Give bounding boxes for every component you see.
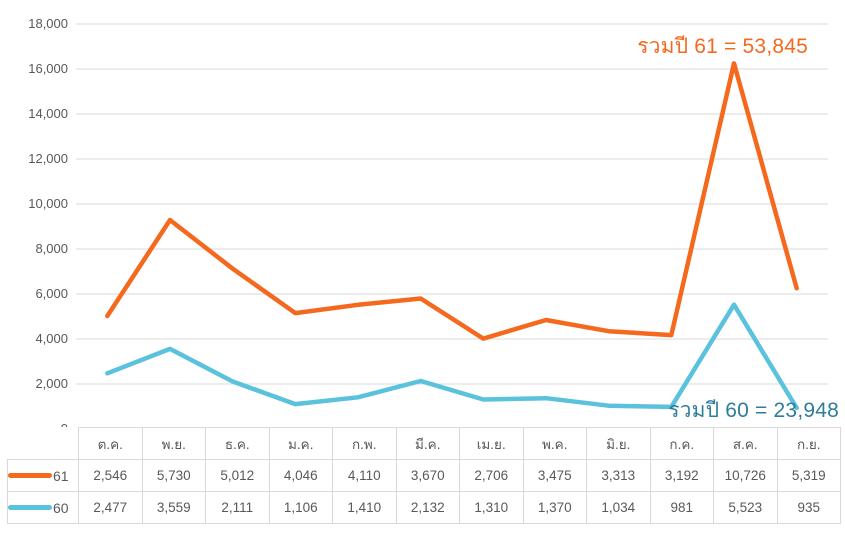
y-axis-tick-label: 10,000 (28, 196, 68, 211)
value-cell: 981 (649, 491, 714, 524)
value-cell: 1,034 (586, 491, 651, 524)
value-cell: 5,523 (713, 491, 778, 524)
month-header-cell: ส.ค. (713, 427, 778, 460)
table-header-row: ต.ค. พ.ย. ธ.ค. ม.ค. ก.พ. มี.ค. เม.ย. พ.ค. มิ.ย. ก… (8, 427, 841, 460)
y-axis-tick-label: 8,000 (35, 241, 68, 256)
month-header-cell: ก.ย. (776, 427, 841, 460)
value-cell: 3,475 (522, 459, 587, 492)
value-cell: 3,670 (395, 459, 460, 492)
value-cell: 4,110 (332, 459, 397, 492)
series-swatch-icon (8, 505, 52, 510)
value-cell: 3,192 (649, 459, 714, 492)
month-header-cell: ก.ค. (649, 427, 714, 460)
month-header-cell: มิ.ย. (586, 427, 651, 460)
value-cell: 2,111 (205, 491, 270, 524)
stacked-line-chart: 02,0004,0006,0008,00010,00012,00014,0001… (28, 16, 839, 436)
series-label: 60 (53, 499, 69, 516)
series-label: 61 (53, 467, 69, 484)
value-cell: 2,132 (395, 491, 460, 524)
value-cell: 935 (776, 491, 841, 524)
y-axis-tick-label: 18,000 (28, 16, 68, 31)
y-axis-tick-label: 12,000 (28, 151, 68, 166)
value-cell: 3,313 (586, 459, 651, 492)
annotation-total-61: รวมปี 61 = 53,845 (637, 35, 808, 58)
value-cell: 2,477 (78, 491, 143, 524)
chart-canvas (76, 23, 828, 430)
value-cell: 4,046 (268, 459, 333, 492)
value-cell: 1,370 (522, 491, 587, 524)
value-cell: 5,319 (776, 459, 841, 492)
month-header-cell: พ.ย. (141, 427, 206, 460)
month-header-cell: ธ.ค. (205, 427, 270, 460)
series-swatch-icon (8, 473, 52, 478)
value-cell: 10,726 (713, 459, 778, 492)
annotation-total-60: รวมปี 60 = 23,948 (668, 399, 839, 422)
value-cell: 2,706 (459, 459, 524, 492)
month-header-cell: ต.ค. (78, 427, 143, 460)
y-axis-tick-label: 16,000 (28, 61, 68, 76)
series-line-60 (105, 302, 799, 411)
y-axis-tick-label: 2,000 (35, 376, 68, 391)
y-axis-tick-label: 6,000 (35, 286, 68, 301)
value-cell: 1,310 (459, 491, 524, 524)
data-table: ต.ค. พ.ย. ธ.ค. ม.ค. ก.พ. มี.ค. เม.ย. พ.ค. มิ.ย. ก… (7, 427, 841, 524)
value-cell: 5,012 (205, 459, 270, 492)
legend-cell-60: 60 (7, 491, 79, 524)
value-cell: 2,546 (78, 459, 143, 492)
value-cell: 5,730 (141, 459, 206, 492)
series-line-61 (105, 61, 799, 341)
y-axis-tick-label: 4,000 (35, 331, 68, 346)
value-cell: 1,106 (268, 491, 333, 524)
month-header-cell: พ.ค. (522, 427, 587, 460)
month-header-cell: ม.ค. (268, 427, 333, 460)
table-corner-cell (8, 428, 79, 460)
value-cell: 3,559 (141, 491, 206, 524)
month-header-cell: ก.พ. (332, 427, 397, 460)
month-header-cell: เม.ย. (459, 427, 524, 460)
y-axis-tick-label: 14,000 (28, 106, 68, 121)
table-row-series-60: 60 2,477 3,559 2,111 1,106 1,410 2,132 1,310 1,3… (7, 491, 841, 524)
value-cell: 1,410 (332, 491, 397, 524)
table-row-series-61: 61 2,546 5,730 5,012 4,046 4,110 3,670 2,706 3,4… (7, 459, 841, 492)
month-header-cell: มี.ค. (395, 427, 460, 460)
legend-cell-61: 61 (7, 459, 79, 492)
